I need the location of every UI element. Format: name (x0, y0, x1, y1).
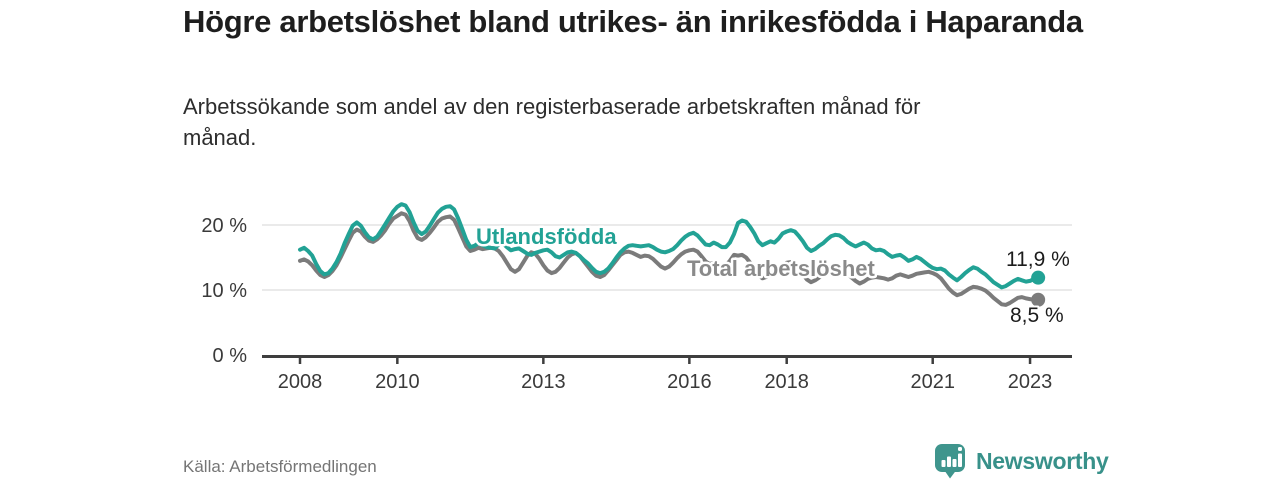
x-axis-tick-label: 2021 (910, 371, 955, 393)
x-axis-tick-label: 2010 (375, 371, 420, 393)
chart-subtitle: Arbetssökande som andel av den registerb… (183, 94, 921, 150)
series-line-utlandsf-dda (298, 202, 1041, 290)
series-end-dot-total-arbetsl-shet (1031, 292, 1046, 307)
x-axis-tick-label: 2023 (1008, 371, 1053, 393)
end-value-label-utlandsf-dda: 11,9 % (1006, 248, 1070, 271)
series-line-total-arbetsl-shet (298, 211, 1041, 307)
series-label-total-arbetsl-shet: Total arbetslöshet (687, 256, 876, 281)
series-end-dot-utlandsf-dda (1031, 270, 1046, 285)
y-axis-tick-label: 10 % (201, 280, 247, 302)
x-axis-tick-label: 2008 (278, 371, 323, 393)
series-label-utlandsf-dda: Utlandsfödda (476, 224, 617, 249)
x-axis-tick-label: 2018 (764, 371, 809, 393)
newsworthy-icon (935, 444, 965, 479)
page-title: Högre arbetslöshet bland utrikes- än inr… (183, 4, 1083, 39)
y-axis-tick-label: 20 % (201, 215, 247, 237)
x-axis-tick-label: 2013 (521, 371, 566, 393)
brand-logo: Newsworthy (933, 443, 1109, 479)
brand-name: Newsworthy (976, 447, 1109, 474)
x-axis-tick-label: 2016 (667, 371, 712, 393)
source-caption: Källa: Arbetsförmedlingen (183, 457, 377, 476)
y-axis-tick-label: 0 % (213, 345, 248, 367)
end-value-label-total-arbetsl-shet: 8,5 % (1010, 304, 1064, 327)
